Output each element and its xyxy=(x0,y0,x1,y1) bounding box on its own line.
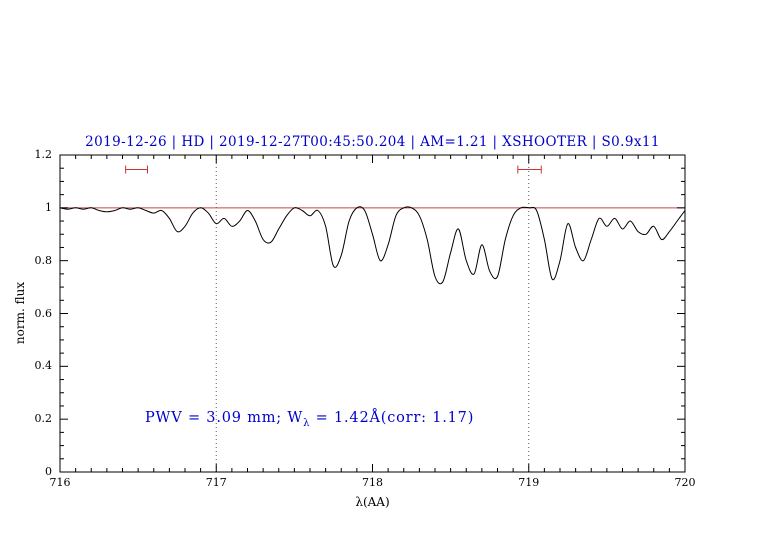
pwv-annotation-lambda-subscript: λ xyxy=(303,417,311,429)
plot-title: 2019-12-26 | HD | 2019-12-27T00:45:50.20… xyxy=(85,134,660,150)
pwv-annotation-part1: PWV = 3.09 mm; W xyxy=(145,410,304,426)
y-tick-label: 1 xyxy=(45,200,52,214)
y-tick-label: 1.2 xyxy=(34,148,53,161)
spectrum-line xyxy=(59,206,686,285)
y-tick-label: 0 xyxy=(45,465,52,478)
y-tick-label: 0.8 xyxy=(34,253,53,267)
y-tick-label: 0.4 xyxy=(34,359,53,373)
x-tick-label: 717 xyxy=(205,476,227,489)
x-tick-label: 716 xyxy=(49,476,71,489)
x-tick-label: 718 xyxy=(362,476,383,489)
x-tick-label: 720 xyxy=(674,476,696,489)
pwv-annotation: PWV = 3.09 mm; Wλ = 1.42Å(corr: 1.17) xyxy=(145,410,474,429)
x-tick-label: 719 xyxy=(518,476,540,489)
x-axis-label: λ(AA) xyxy=(355,495,390,509)
y-tick-label: 0.2 xyxy=(34,412,53,426)
pwv-annotation-part2: = 1.42Å(corr: 1.17) xyxy=(310,410,475,426)
y-tick-label: 0.6 xyxy=(34,306,53,320)
